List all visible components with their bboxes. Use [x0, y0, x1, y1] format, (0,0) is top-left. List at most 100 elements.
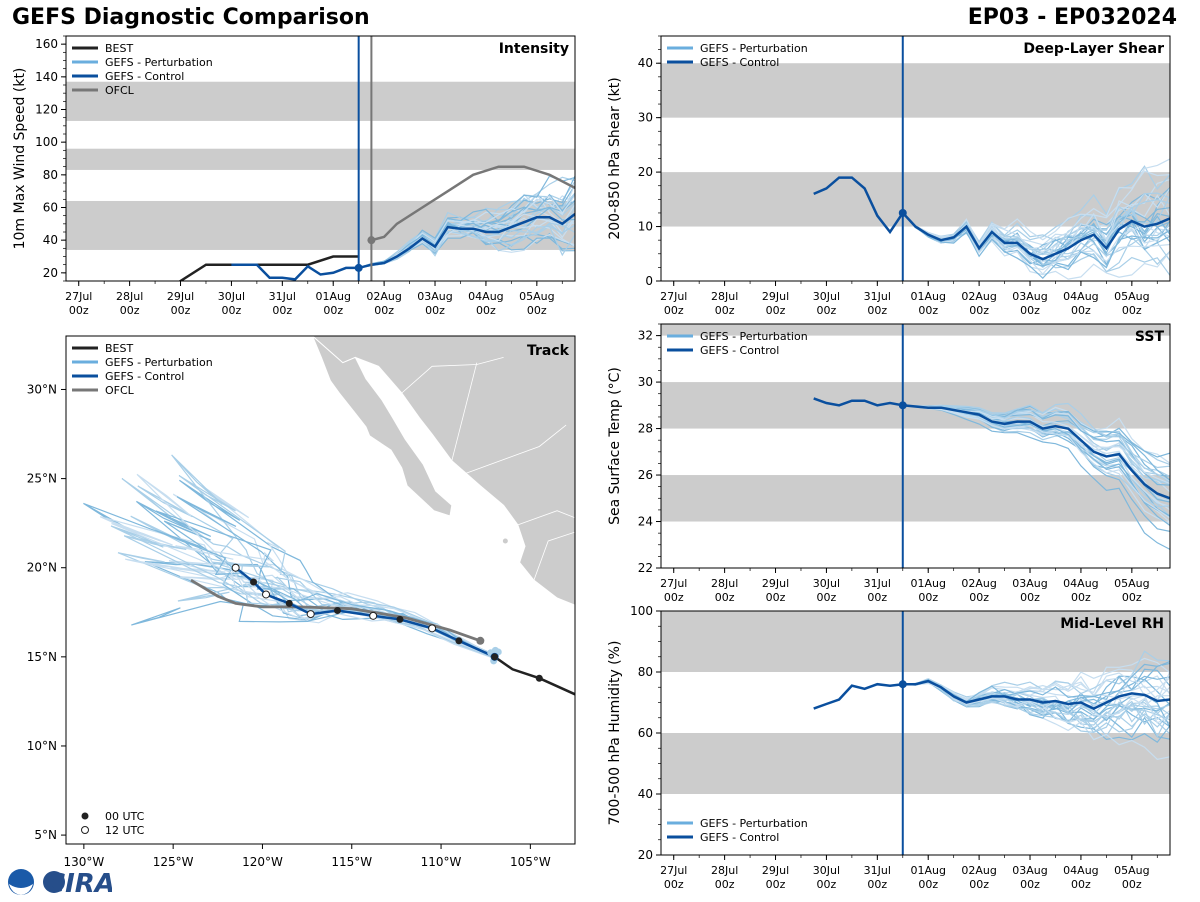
panel-frame	[660, 323, 1171, 569]
shaded-band	[661, 611, 1170, 672]
legend-label: GEFS - Perturbation	[700, 330, 808, 343]
y-tick-label: 20	[43, 266, 58, 280]
x-tick-label: 00z	[374, 304, 394, 317]
x-tick-label: 00z	[664, 304, 684, 317]
init-point	[898, 208, 907, 217]
y-tick-label: 30	[638, 375, 653, 389]
shaded-band	[661, 63, 1170, 118]
legend-marker-00utc	[81, 812, 89, 820]
x-tick-label: 00z	[969, 304, 989, 317]
panel-track: 130°W 125°W 120°W 115°W 110°W 105°W 5°N 10°N 15°…	[27, 335, 576, 869]
panel-shear: 01020304027Jul00z28Jul00z29Jul00z30Jul00…	[607, 35, 1171, 317]
shaded-band	[66, 148, 575, 170]
legend-label: GEFS - Control	[700, 344, 779, 357]
legend-label: GEFS - Control	[105, 370, 184, 383]
y-tick-label: 22	[638, 561, 653, 575]
y-tick-label: 24	[638, 515, 653, 529]
y-tick-label: 60	[638, 726, 653, 740]
x-tick-label: 29Jul	[762, 290, 789, 303]
y-tick-label: 28	[638, 422, 653, 436]
perturbation-member-track	[168, 560, 495, 657]
perturbation-member-track	[136, 473, 496, 659]
x-tick-label: 00z	[715, 878, 735, 891]
x-tick-label: 31Jul	[864, 577, 891, 590]
x-tick-label: 00z	[1020, 878, 1040, 891]
x-tick-label: 05Aug	[1114, 864, 1149, 877]
perturbation-member-line	[902, 404, 1170, 519]
y-tick-label: 100	[35, 135, 58, 149]
marker-12utc	[306, 610, 315, 619]
y-tick-label: 80	[638, 665, 653, 679]
border-line	[517, 510, 575, 526]
x-tick-label: 120°W	[242, 855, 283, 869]
x-tick-label: 28Jul	[116, 290, 143, 303]
x-tick-label: 02Aug	[366, 290, 401, 303]
perturbation-member-line	[902, 207, 1170, 280]
x-tick-label: 00z	[120, 304, 140, 317]
x-tick-label: 110°W	[421, 855, 462, 869]
x-tick-label: 02Aug	[961, 577, 996, 590]
y-tick-label: 20	[638, 848, 653, 862]
control-line	[813, 679, 1170, 710]
x-tick-label: 00z	[1071, 878, 1091, 891]
x-tick-label: 00z	[867, 878, 887, 891]
x-tick-label: 00z	[766, 878, 786, 891]
y-tick-label: 20°N	[27, 561, 57, 575]
x-tick-label: 105°W	[510, 855, 551, 869]
legend-label: GEFS - Control	[105, 70, 184, 83]
legend-label: GEFS - Perturbation	[700, 817, 808, 830]
init-point	[898, 401, 907, 410]
best-track	[493, 655, 575, 696]
storm-id-title: EP03 - EP032024	[967, 5, 1177, 30]
y-axis-label: Sea Surface Temp (°C)	[607, 367, 623, 525]
x-tick-label: 00z	[664, 878, 684, 891]
perturbation-member-line	[902, 170, 1170, 250]
cira-logo: CIRA	[6, 866, 115, 899]
x-tick-label: 01Aug	[910, 864, 945, 877]
x-tick-label: 00z	[715, 304, 735, 317]
perturbation-member-line	[902, 404, 1170, 485]
x-tick-label: 115°W	[331, 855, 372, 869]
x-tick-label: 00z	[817, 591, 837, 604]
x-tick-label: 28Jul	[711, 290, 738, 303]
perturbation-member-track	[154, 529, 495, 658]
control-line	[813, 176, 1170, 261]
legend-label: GEFS - Control	[700, 831, 779, 844]
control-line	[231, 263, 359, 281]
y-tick-label: 30	[638, 111, 653, 125]
perturbation-member-line	[358, 224, 575, 269]
x-tick-label: 27Jul	[65, 290, 92, 303]
x-tick-label: 05Aug	[1114, 290, 1149, 303]
x-tick-label: 04Aug	[1063, 290, 1098, 303]
ofcl-line	[371, 165, 575, 242]
x-tick-label: 27Jul	[660, 290, 687, 303]
x-tick-label: 27Jul	[660, 864, 687, 877]
marker-00utc	[396, 615, 404, 623]
y-tick-label: 15°N	[27, 650, 57, 664]
x-tick-label: 00z	[1020, 304, 1040, 317]
y-tick-label: 80	[43, 168, 58, 182]
x-tick-label: 30Jul	[218, 290, 245, 303]
x-tick-label: 00z	[969, 591, 989, 604]
x-tick-label: 29Jul	[167, 290, 194, 303]
x-tick-label: 00z	[918, 304, 938, 317]
x-tick-label: 00z	[867, 304, 887, 317]
y-tick-label: 40	[43, 233, 58, 247]
border-line	[401, 357, 504, 394]
legend-label: 12 UTC	[105, 824, 145, 837]
shaded-band	[661, 324, 1170, 336]
perturbation-member-line	[902, 404, 1170, 550]
marker-12utc	[231, 563, 240, 572]
x-tick-label: 00z	[323, 304, 343, 317]
figure-title: GEFS Diagnostic Comparison	[12, 5, 370, 30]
x-tick-label: 00z	[766, 591, 786, 604]
x-tick-label: 28Jul	[711, 864, 738, 877]
legend-label: BEST	[105, 42, 133, 55]
panel-sst: 22242628303227Jul00z28Jul00z29Jul00z30Ju…	[607, 323, 1171, 604]
x-tick-label: 02Aug	[961, 864, 996, 877]
x-tick-label: 30Jul	[813, 577, 840, 590]
x-tick-label: 00z	[171, 304, 191, 317]
y-tick-label: 10	[638, 220, 653, 234]
x-tick-label: 00z	[664, 591, 684, 604]
